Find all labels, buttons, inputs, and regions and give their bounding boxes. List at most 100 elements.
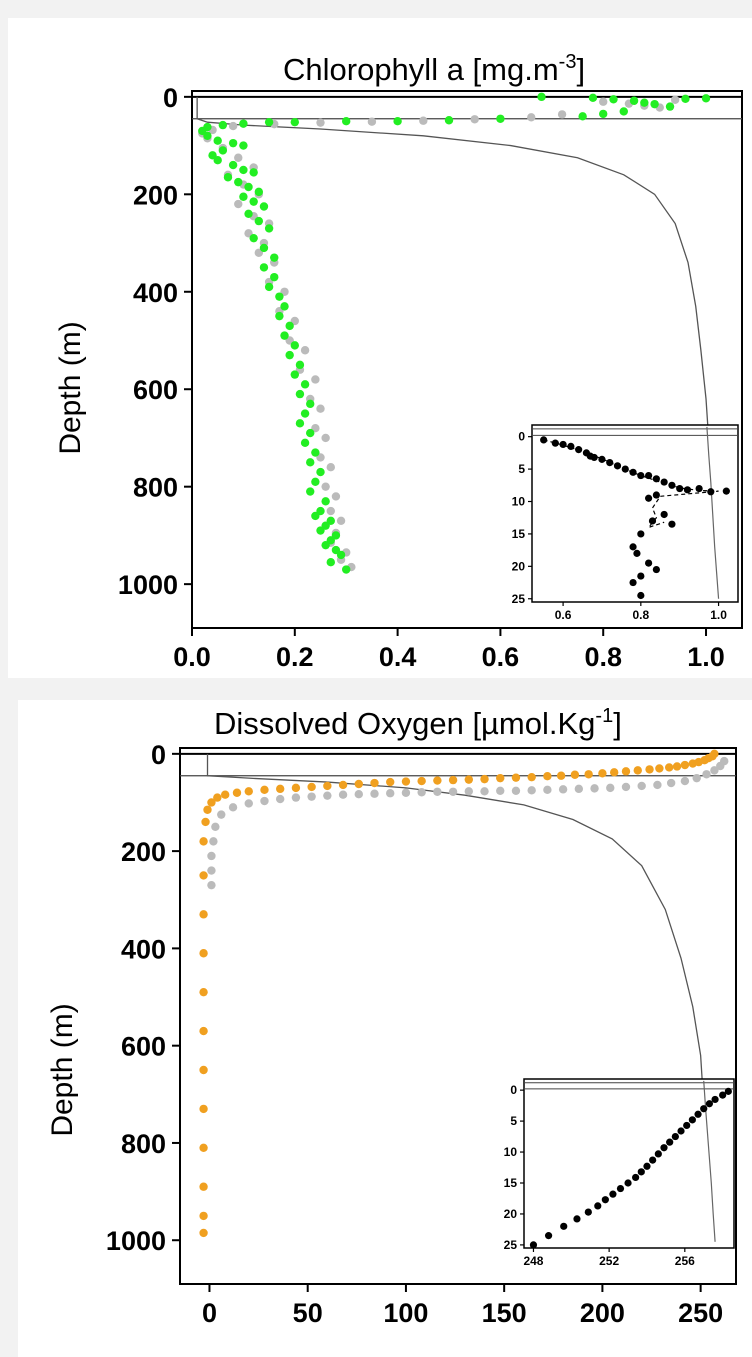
data-point (199, 1026, 208, 1036)
data-point (260, 785, 269, 795)
data-point (199, 910, 208, 919)
data-point (259, 243, 269, 253)
data-point-gray (260, 796, 269, 806)
data-point-gray (336, 516, 346, 525)
data-point (285, 321, 294, 331)
inset-x-tick-label: 0.8 (632, 608, 649, 622)
data-point (665, 102, 675, 111)
inset-y-tick-label: 20 (512, 559, 526, 573)
data-point-gray (680, 776, 690, 786)
data-point-gray (275, 794, 285, 804)
inset-data-point (637, 572, 645, 580)
data-point (290, 341, 300, 350)
data-point (386, 777, 395, 787)
inset-data-point (671, 1132, 679, 1141)
data-point-gray (448, 787, 458, 796)
data-point (199, 949, 208, 958)
inset-frame (523, 1078, 735, 1249)
data-point (306, 428, 315, 438)
data-point (300, 438, 310, 448)
data-point-gray (307, 792, 316, 801)
data-point-gray (710, 766, 719, 775)
inset-data-point (645, 471, 653, 480)
data-point (199, 1065, 208, 1075)
data-point (326, 558, 335, 567)
data-point (311, 477, 320, 487)
data-point (199, 837, 208, 846)
data-point (199, 871, 208, 880)
data-point (496, 114, 505, 123)
data-point (234, 177, 243, 187)
data-point-gray (316, 118, 325, 127)
y-tick-label: 0 (163, 83, 178, 113)
data-point-gray (228, 803, 238, 812)
inset-data-point (584, 1208, 592, 1216)
data-point-gray (228, 121, 238, 131)
data-point-gray (207, 866, 216, 875)
y-tick-label: 200 (121, 837, 166, 867)
inset-data-point (575, 446, 583, 454)
inset-data-point (606, 459, 614, 467)
data-point (543, 772, 552, 781)
data-point (645, 765, 654, 774)
chart-title: Chlorophyll a [mg.m-3] (283, 51, 585, 87)
data-point-gray (702, 770, 711, 779)
inset-data-point (660, 510, 668, 519)
data-point (672, 762, 682, 771)
inset-data-point (705, 1100, 714, 1108)
data-point (570, 770, 580, 779)
data-point (681, 94, 690, 103)
data-point-gray (557, 110, 567, 119)
data-point (464, 775, 474, 784)
inset-data-point (637, 471, 645, 480)
data-point-gray (527, 786, 536, 795)
y-axis-label: Depth (m) (46, 1003, 79, 1136)
inset-data-point (624, 1179, 632, 1187)
inset-data-point (660, 478, 668, 486)
data-point (249, 197, 258, 206)
data-point (199, 1228, 208, 1238)
inset-y-tick-label: 0 (518, 430, 525, 444)
inset-x-tick-label: 1.0 (710, 608, 727, 622)
data-point (275, 311, 284, 321)
data-point (291, 783, 301, 793)
inset-data-point (598, 455, 606, 463)
data-point (264, 224, 274, 233)
data-point (306, 399, 315, 409)
data-point (527, 772, 536, 782)
data-point-gray (666, 778, 676, 788)
inset-y-tick-label: 25 (504, 1238, 518, 1252)
inset-data-point (668, 520, 676, 528)
data-point (220, 790, 230, 799)
data-point (244, 182, 253, 192)
data-point-gray (244, 799, 253, 808)
inset-data-point (676, 484, 684, 493)
inset-data-point (632, 1173, 640, 1182)
inset-data-point (613, 462, 622, 470)
data-point (511, 773, 521, 782)
oxygen-chart: Dissolved Oxygen [µmol.Kg-1] Depth (m) 0… (46, 705, 737, 1328)
y-tick-label: 600 (121, 1032, 166, 1062)
data-point (244, 209, 253, 218)
inset-data-point (629, 543, 637, 551)
oxygen-chart-panel: Dissolved Oxygen [µmol.Kg-1] Depth (m) 0… (18, 700, 752, 1357)
data-point (311, 448, 320, 457)
y-axis-label: Depth (m) (54, 321, 87, 454)
data-point-gray (637, 781, 646, 791)
x-tick-label: 150 (482, 1298, 527, 1328)
data-point (655, 764, 664, 773)
data-point (300, 409, 310, 418)
data-point (280, 331, 289, 340)
data-point (370, 778, 379, 788)
y-tick-label: 200 (133, 180, 178, 210)
x-tick-label: 1.0 (687, 642, 725, 672)
data-point (228, 160, 238, 170)
data-point (199, 1104, 208, 1114)
data-point (295, 419, 305, 428)
data-point-gray (207, 880, 216, 890)
data-point (264, 282, 274, 292)
data-point (401, 777, 411, 786)
data-point (300, 380, 310, 389)
data-point-gray (606, 783, 615, 793)
data-point (633, 766, 642, 775)
